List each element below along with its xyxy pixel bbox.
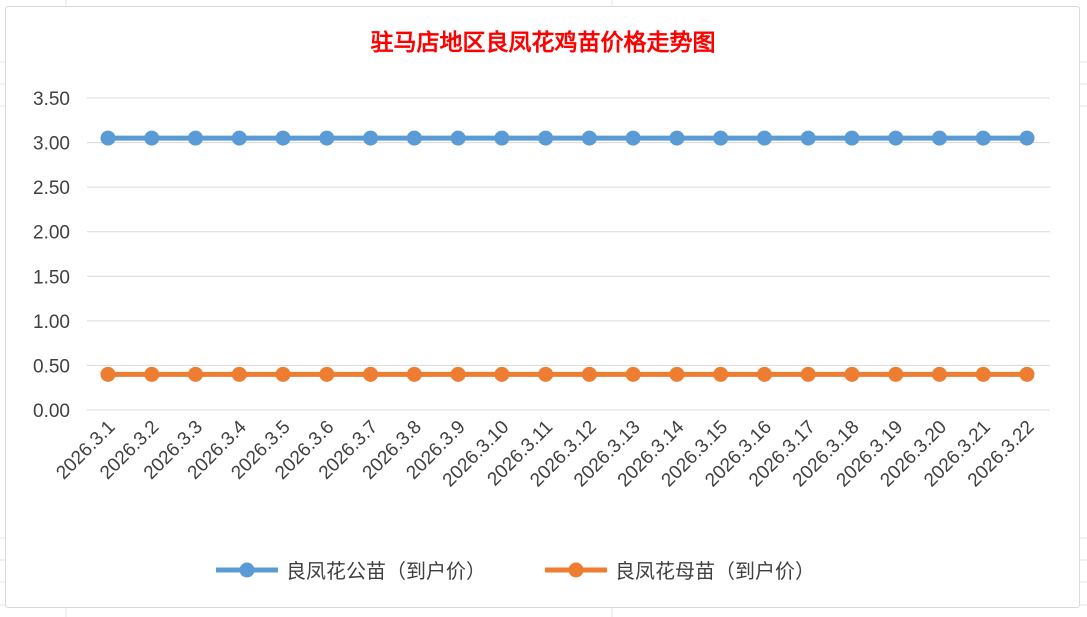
data-point[interactable] [538,366,554,382]
data-point[interactable] [188,130,204,146]
y-tick-label: 3.00 [33,134,70,155]
data-point[interactable] [275,366,291,382]
y-tick-label: 0.50 [33,356,70,377]
gridlines [87,97,1050,411]
legend-item-1[interactable]: 良凤花公苗（到户价） [216,559,486,583]
data-point[interactable] [756,130,772,146]
y-tick-label: 2.50 [33,178,70,199]
data-point[interactable] [450,366,466,382]
data-point[interactable] [406,130,422,146]
data-point[interactable] [100,130,116,146]
data-point[interactable] [144,366,160,382]
data-point[interactable] [188,366,204,382]
data-point[interactable] [144,130,160,146]
data-point[interactable] [538,130,554,146]
legend-dot-marker [239,562,255,578]
legend-item-2[interactable]: 良凤花母苗（到户价） [545,559,815,583]
data-point[interactable] [669,366,685,382]
data-point[interactable] [494,366,510,382]
data-point[interactable] [275,130,291,146]
chart-title: 驻马店地区良凤花鸡苗价格走势图 [371,29,716,56]
data-point[interactable] [450,130,466,146]
series-layer [100,130,1035,382]
data-point[interactable] [800,130,816,146]
y-tick-label: 1.00 [33,312,70,333]
data-point[interactable] [363,130,379,146]
y-tick-label: 0.00 [33,401,70,422]
data-point[interactable] [975,366,991,382]
data-point[interactable] [844,366,860,382]
legend: 良凤花公苗（到户价） 良凤花母苗（到户价） [216,559,815,583]
series-2 [100,366,1035,382]
data-point[interactable] [931,130,947,146]
y-tick-label: 2.00 [33,223,70,244]
data-point[interactable] [669,130,685,146]
data-point[interactable] [231,366,247,382]
data-point[interactable] [756,366,772,382]
data-point[interactable] [1019,130,1035,146]
data-point[interactable] [844,130,860,146]
data-point[interactable] [319,366,335,382]
data-point[interactable] [713,366,729,382]
chart-area[interactable] [5,6,1080,608]
y-tick-label: 1.50 [33,267,70,288]
data-point[interactable] [713,130,729,146]
data-point[interactable] [319,130,335,146]
data-point[interactable] [363,366,379,382]
series-1 [100,130,1035,146]
x-axis-tick-labels: 2026.3.12026.3.22026.3.32026.3.42026.3.5… [52,416,1038,491]
data-point[interactable] [625,130,641,146]
y-tick-label: 3.50 [33,89,70,110]
data-point[interactable] [888,130,904,146]
data-point[interactable] [1019,366,1035,382]
data-point[interactable] [581,366,597,382]
legend-dot-marker [568,562,584,578]
legend-label: 良凤花母苗（到户价） [615,559,815,583]
data-point[interactable] [625,366,641,382]
data-point[interactable] [888,366,904,382]
data-point[interactable] [581,130,597,146]
y-axis-tick-labels: 0.00 0.50 1.00 1.50 2.00 2.50 3.00 3.50 [33,89,70,422]
data-point[interactable] [406,366,422,382]
data-point[interactable] [800,366,816,382]
data-point[interactable] [975,130,991,146]
legend-label: 良凤花公苗（到户价） [286,559,486,583]
data-point[interactable] [931,366,947,382]
data-point[interactable] [231,130,247,146]
data-point[interactable] [494,130,510,146]
data-point[interactable] [100,366,116,382]
